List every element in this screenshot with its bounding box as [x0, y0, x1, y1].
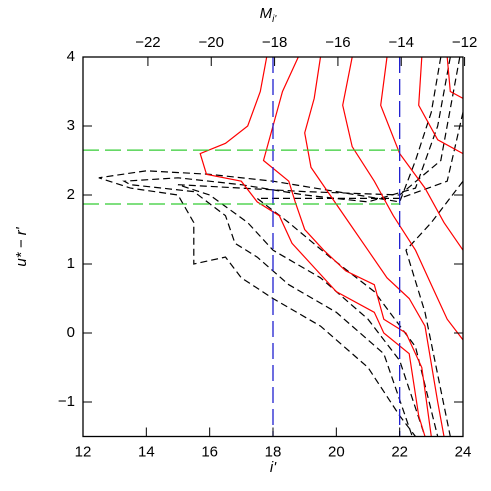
contour-line [342, 56, 464, 341]
top-tick-label: −16 [325, 34, 350, 51]
top-axis-label: Mi' [260, 5, 278, 25]
y-tick-label: 1 [67, 255, 75, 272]
y-tick-label: 0 [67, 324, 75, 341]
x-tick-label: 12 [75, 443, 92, 460]
x-tick-label: 16 [201, 443, 218, 460]
contour-line [199, 56, 426, 437]
top-tick-label: −18 [262, 34, 287, 51]
y-tick-label: −1 [58, 393, 75, 410]
contour-line [405, 180, 464, 437]
contour-line [122, 56, 451, 437]
x-axis-label: i' [270, 459, 277, 476]
contour-line [98, 56, 442, 437]
x-tick-label: 22 [391, 443, 408, 460]
top-tick-label: −20 [199, 34, 224, 51]
contour-line [255, 112, 464, 437]
x-tick-label: 18 [265, 443, 282, 460]
y-axis-label: u* − r' [13, 226, 30, 266]
x-tick-label: 20 [328, 443, 345, 460]
y-tick-label: 3 [67, 117, 75, 134]
y-tick-label: 2 [67, 186, 75, 203]
contour-line [262, 56, 432, 437]
contour-line [177, 56, 461, 437]
contour-line [446, 56, 464, 99]
contour-line [380, 56, 464, 251]
x-tick-label: 14 [138, 443, 155, 460]
top-tick-label: −22 [135, 34, 160, 51]
contour-line [418, 56, 464, 155]
top-axis-label-main: M [260, 5, 273, 22]
x-tick-label: 24 [455, 443, 472, 460]
top-axis-label-sub: i' [272, 14, 277, 25]
top-tick-label: −14 [389, 34, 414, 51]
contour-line [304, 56, 445, 437]
y-tick-label: 4 [67, 48, 75, 65]
top-tick-label: −12 [452, 34, 477, 51]
